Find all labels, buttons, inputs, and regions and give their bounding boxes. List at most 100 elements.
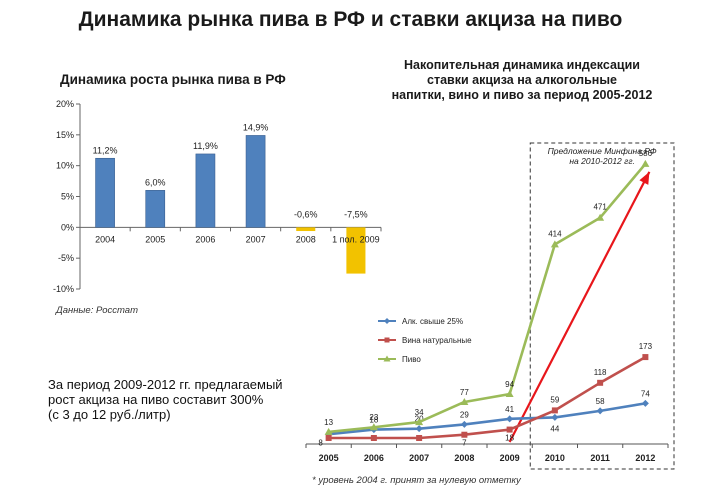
series-data-label: 44 xyxy=(550,424,559,433)
bar-data-label: 11,9% xyxy=(193,141,218,151)
series-marker xyxy=(506,415,514,423)
bar-chart-title: Динамика роста рынка пива в РФ xyxy=(60,72,286,87)
bar-category-label: 2005 xyxy=(145,234,165,244)
bar-y-tick-label: 0% xyxy=(61,222,74,232)
bar-y-tick-label: -10% xyxy=(53,284,74,294)
summary-line: (с 3 до 12 руб./литр) xyxy=(48,407,171,422)
line-x-tick-label: 2007 xyxy=(409,453,429,463)
series-marker xyxy=(415,418,424,426)
series-data-label: 7 xyxy=(462,439,467,448)
series-marker xyxy=(415,425,423,433)
source-note: Данные: Росстат xyxy=(56,305,138,316)
summary-line: рост акциза на пиво составит 300% xyxy=(48,392,264,407)
series-data-label: 18 xyxy=(369,416,378,425)
series-marker xyxy=(551,413,559,421)
series-marker xyxy=(642,354,649,361)
bar-category-label: 2006 xyxy=(195,234,215,244)
series-data-label: 118 xyxy=(594,368,607,377)
bar xyxy=(95,157,115,228)
series-marker xyxy=(324,427,333,435)
series-data-label: 13 xyxy=(324,418,333,427)
series-data-label: 8 xyxy=(318,438,323,447)
bar-y-tick-label: -5% xyxy=(58,253,74,263)
legend-marker xyxy=(383,355,391,362)
legend-marker xyxy=(384,337,390,343)
bar-data-label: -7,5% xyxy=(344,209,368,219)
bar xyxy=(296,227,316,232)
series-data-label: 59 xyxy=(550,395,559,404)
bar-data-label: 14,9% xyxy=(243,122,269,132)
footnote: * уровень 2004 г. принят за нулевую отме… xyxy=(312,475,521,486)
series-marker xyxy=(506,426,513,433)
series-marker xyxy=(460,397,469,405)
series-marker xyxy=(370,435,377,441)
series-data-label: 41 xyxy=(505,405,514,414)
line-x-tick-label: 2009 xyxy=(500,453,520,463)
bar-data-label: 11,2% xyxy=(93,145,118,155)
series-line xyxy=(328,402,646,436)
series-marker xyxy=(641,159,650,167)
line-x-tick-label: 2008 xyxy=(454,453,474,463)
bar-data-label: 6,0% xyxy=(145,177,166,187)
series-line xyxy=(328,163,647,434)
legend-label: Вина натуральные xyxy=(402,336,472,345)
bar-y-tick-label: 10% xyxy=(56,161,74,171)
series-marker xyxy=(596,407,604,415)
bar-y-tick-label: 15% xyxy=(56,130,74,140)
line-x-tick-label: 2012 xyxy=(635,453,655,463)
legend-marker xyxy=(384,318,390,324)
line-x-tick-label: 2010 xyxy=(545,453,565,463)
trend-arrow xyxy=(508,171,651,443)
series-marker xyxy=(325,435,332,441)
series-marker xyxy=(597,379,604,386)
series-marker xyxy=(596,213,605,221)
line-chart-title: Накопительная динамика индексации ставки… xyxy=(372,58,672,103)
summary-line: За период 2009-2012 гг. предлагаемый xyxy=(48,377,283,392)
series-marker xyxy=(416,435,423,441)
summary-text: За период 2009-2012 гг. предлагаемый рос… xyxy=(48,377,283,422)
series-data-label: 173 xyxy=(639,342,653,351)
series-line xyxy=(328,355,647,440)
series-data-label: 586 xyxy=(639,149,653,158)
series-data-label: 414 xyxy=(548,229,562,238)
series-data-label: 471 xyxy=(593,203,607,212)
bar xyxy=(145,190,166,228)
bar-category-label: 2007 xyxy=(246,234,266,244)
series-marker xyxy=(551,407,558,414)
legend-label: Алк. свыше 25% xyxy=(402,317,463,326)
page-title: Динамика рынка пива в РФ и ставки акциза… xyxy=(78,8,623,31)
series-data-label: 29 xyxy=(460,410,469,419)
series-data-label: 77 xyxy=(460,388,469,397)
series-data-label: 18 xyxy=(505,434,514,443)
bar xyxy=(245,135,266,228)
bar-y-tick-label: 5% xyxy=(61,192,74,202)
proposal-box xyxy=(529,142,675,470)
trend-arrow-head xyxy=(639,171,650,185)
series-data-label: 94 xyxy=(505,380,514,389)
bar xyxy=(346,227,366,274)
series-marker xyxy=(461,431,468,438)
proposal-label: на 2010-2012 гг. xyxy=(569,156,635,166)
line-x-tick-label: 2006 xyxy=(364,453,384,463)
line-chart-title-line: напитки, вино и пиво за период 2005-2012 xyxy=(391,88,653,102)
series-data-label: 58 xyxy=(596,397,605,406)
bar-category-label: 1 пол. 2009 xyxy=(332,234,379,244)
bar-y-tick-label: 20% xyxy=(56,99,74,109)
proposal-label: Предложение Минфина РФ xyxy=(548,146,657,156)
series-marker xyxy=(460,420,468,428)
line-chart-title-line: Накопительная динамика индексации xyxy=(404,58,640,72)
series-data-label: 74 xyxy=(641,389,650,398)
series-data-label: 23 xyxy=(369,413,378,422)
bar-category-label: 2008 xyxy=(296,234,316,244)
bar-data-label: -0,6% xyxy=(294,209,318,219)
line-x-tick-label: 2005 xyxy=(319,453,339,463)
series-marker xyxy=(641,399,649,407)
series-marker xyxy=(505,390,514,398)
series-marker xyxy=(369,423,378,431)
bar xyxy=(195,153,216,228)
bar-category-label: 2004 xyxy=(95,234,115,244)
line-chart-title-line: ставки акциза на алкогольные xyxy=(427,73,617,87)
series-data-label: 34 xyxy=(415,408,424,417)
series-marker xyxy=(550,240,559,248)
